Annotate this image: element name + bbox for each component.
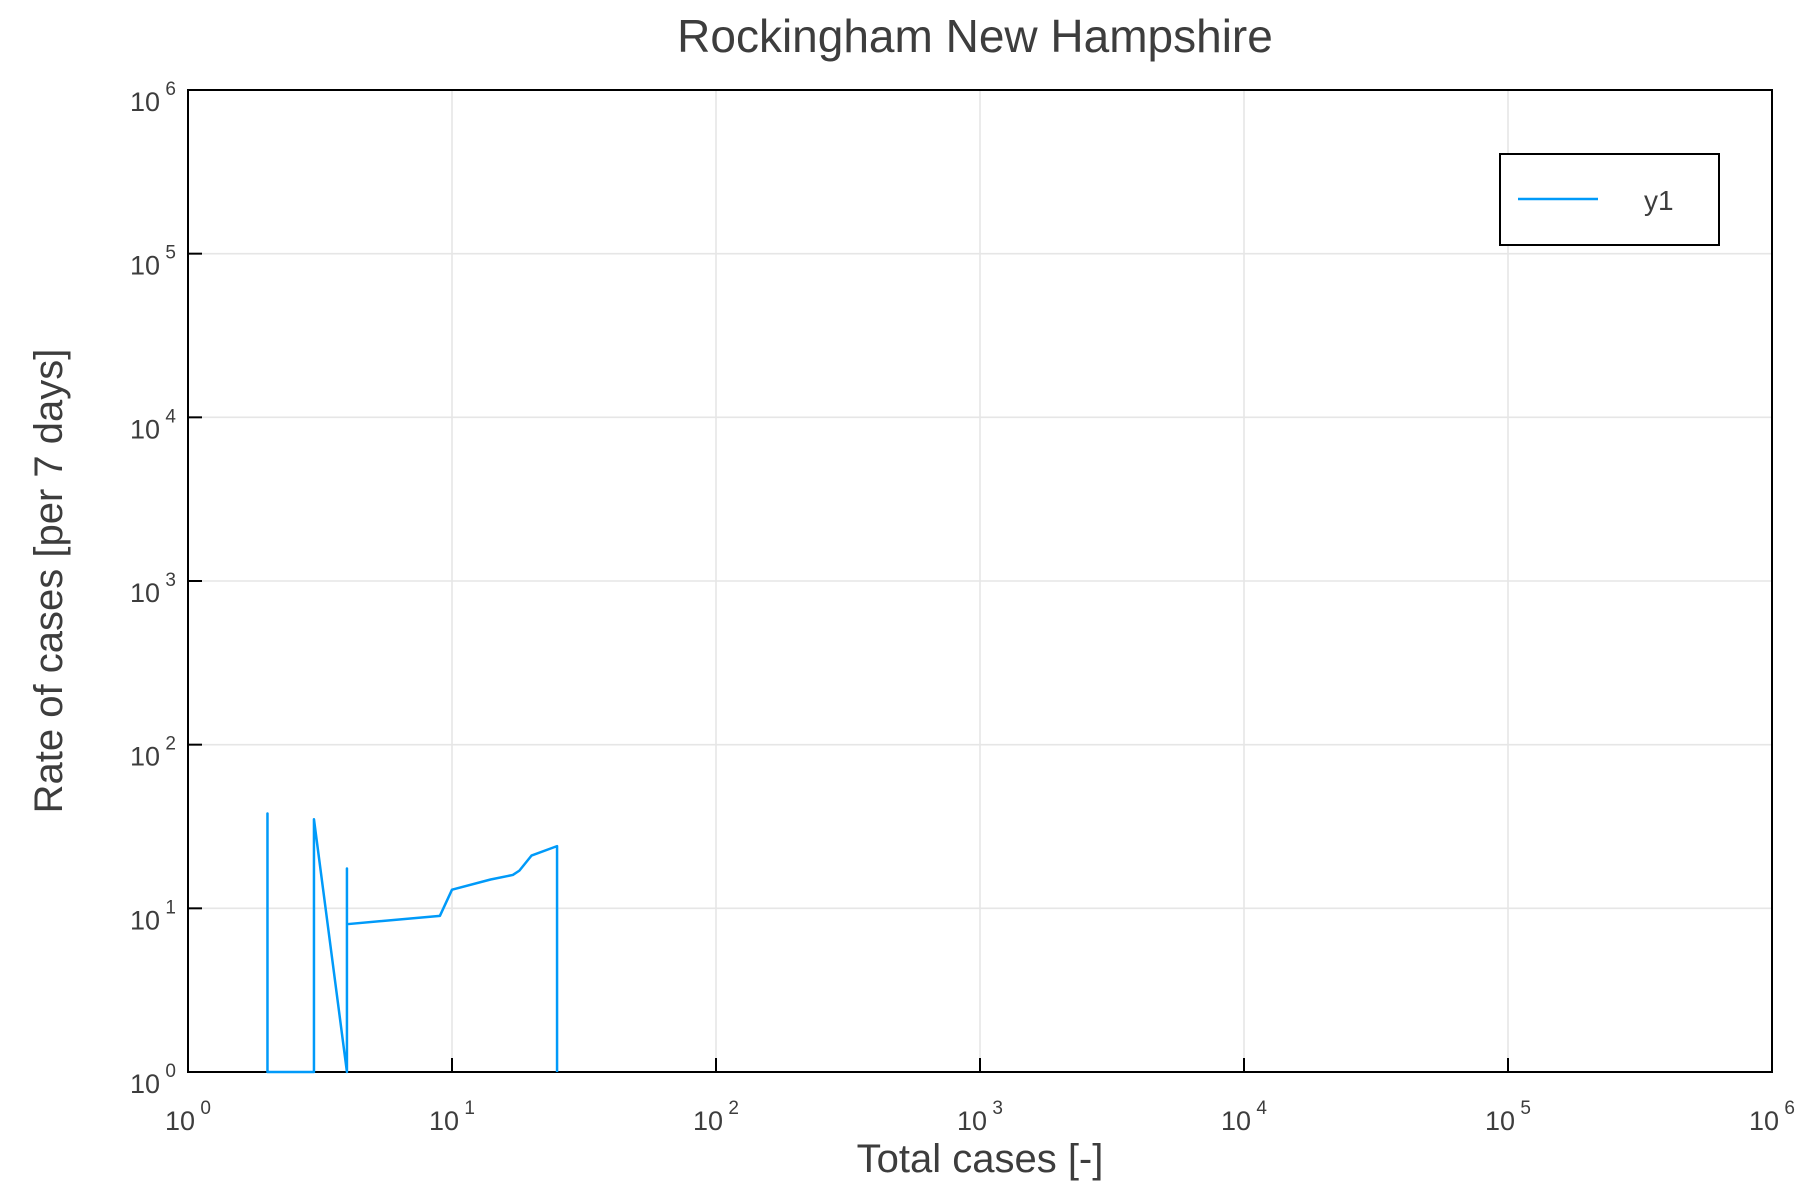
y-axis-label: Rate of cases [per 7 days] (27, 349, 71, 814)
series-line-y1 (266, 812, 559, 1074)
x-tick-label: 10 5 (1485, 1098, 1531, 1136)
axis-ticks: 10 0 10 1 10 2 10 3 10 4 10 5 10 6 10 0 10 1 10 2… (130, 79, 1795, 1136)
x-tick-label: 10 1 (429, 1098, 475, 1136)
legend-box (1499, 153, 1720, 246)
legend: y1 (1499, 153, 1720, 246)
y-tick-label: 10 5 (130, 243, 176, 281)
x-tick-label: 10 6 (1749, 1098, 1795, 1136)
y-tick-label: 10 4 (130, 406, 176, 444)
x-tick-label: 10 3 (957, 1098, 1003, 1136)
y-tick-label: 10 0 (130, 1061, 176, 1099)
x-tick-label: 10 4 (1221, 1098, 1267, 1136)
chart-title: Rockingham New Hampshire (677, 10, 1273, 62)
y-tick-label: 10 2 (130, 734, 176, 772)
x-axis-label: Total cases [-] (857, 1137, 1104, 1181)
x-tick-label: 10 0 (165, 1098, 211, 1136)
y-tick-label: 10 3 (130, 570, 176, 608)
legend-label-y1: y1 (1644, 185, 1674, 216)
x-tick-label: 10 2 (693, 1098, 739, 1136)
y-tick-label: 10 6 (130, 79, 176, 117)
series-layer (266, 812, 559, 1074)
y-tick-label: 10 1 (130, 897, 176, 935)
